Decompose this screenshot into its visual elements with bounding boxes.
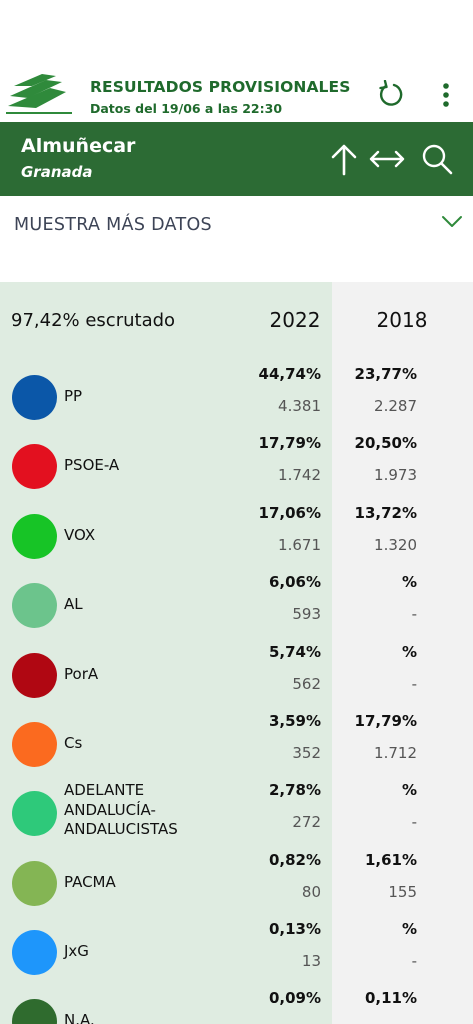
votes-2018: - (411, 813, 417, 831)
arrow-up-icon[interactable] (328, 142, 360, 176)
percentage-2022: 5,74% (268, 643, 321, 661)
votes-2022: 1.671 (278, 536, 321, 554)
percentage-2022: 0,13% (268, 920, 321, 938)
results-table: 97,42% escrutado 2022 2018 PP 44,74% 4.3… (0, 282, 473, 1024)
party-row[interactable]: AL 6,06% 593 % - (0, 573, 473, 642)
scrutiny-percentage: 97,42% escrutado (11, 310, 176, 331)
percentage-2018: % (401, 573, 417, 591)
party-name: AL (64, 595, 83, 613)
party-row[interactable]: N.A. 0,09% 0,11% (0, 989, 473, 1024)
more-data-toggle[interactable]: MUESTRA MÁS DATOS (0, 196, 473, 254)
votes-2018: - (411, 605, 417, 623)
party-name-line: ADELANTE (64, 781, 145, 799)
votes-2022: 13 (301, 952, 321, 970)
votes-2018: 155 (388, 883, 417, 901)
party-color-dot (12, 653, 57, 698)
party-color-dot (12, 514, 57, 559)
app-title: RESULTADOS PROVISIONALES (90, 78, 351, 96)
percentage-2022: 6,06% (268, 573, 321, 591)
party-color-dot (12, 930, 57, 975)
municipality-bar: Almuñecar Granada (0, 122, 473, 196)
party-name: PP (64, 387, 83, 405)
more-vertical-icon[interactable] (436, 80, 456, 110)
percentage-2018: % (401, 920, 417, 938)
party-name: PACMA (64, 873, 116, 891)
party-row[interactable]: PSOE-A 17,79% 1.742 20,50% 1.973 (0, 434, 473, 503)
votes-2022: 593 (292, 605, 321, 623)
votes-2022: 4.381 (278, 397, 321, 415)
percentage-2022: 17,79% (258, 434, 321, 452)
votes-2022: 562 (292, 675, 321, 693)
party-color-dot (12, 375, 57, 420)
percentage-2018: 20,50% (354, 434, 417, 452)
percentage-2022: 0,82% (268, 851, 321, 869)
votes-2022: 80 (301, 883, 321, 901)
year-previous-header: 2018 (376, 308, 428, 332)
chevron-down-icon (442, 216, 462, 227)
party-row[interactable]: PACMA 0,82% 80 1,61% 155 (0, 851, 473, 920)
search-icon[interactable] (420, 142, 454, 176)
junta-andalucia-logo (6, 74, 72, 114)
party-name: PorA (64, 665, 99, 683)
votes-2022: 272 (292, 813, 321, 831)
party-name: PSOE-A (64, 456, 120, 474)
previous-year-column (332, 282, 473, 1024)
party-name: N.A. (64, 1011, 95, 1024)
votes-2018: 1.973 (374, 466, 417, 484)
expand-horizontal-icon[interactable] (369, 146, 405, 172)
votes-2018: 1.320 (374, 536, 417, 554)
party-row[interactable]: VOX 17,06% 1.671 13,72% 1.320 (0, 504, 473, 573)
percentage-2018: 1,61% (364, 851, 417, 869)
percentage-2018: 0,11% (364, 989, 417, 1007)
votes-2018: 1.712 (374, 744, 417, 762)
percentage-2022: 3,59% (268, 712, 321, 730)
data-timestamp: Datos del 19/06 a las 22:30 (90, 101, 283, 116)
percentage-2018: % (401, 781, 417, 799)
party-name: VOX (64, 526, 96, 544)
votes-2022: 1.742 (278, 466, 321, 484)
party-color-dot (12, 999, 57, 1024)
votes-2018: - (411, 952, 417, 970)
spacer (0, 254, 473, 282)
refresh-icon[interactable] (376, 80, 406, 110)
party-color-dot (12, 791, 57, 836)
votes-2018: - (411, 675, 417, 693)
app-header: RESULTADOS PROVISIONALES Datos del 19/06… (0, 64, 473, 122)
party-row[interactable]: ADELANTE ANDALUCÍA- ANDALUCISTAS 2,78% 2… (0, 781, 473, 850)
party-name: Cs (64, 734, 83, 752)
party-color-dot (12, 861, 57, 906)
party-row[interactable]: Cs 3,59% 352 17,79% 1.712 (0, 712, 473, 781)
percentage-2022: 17,06% (258, 504, 321, 522)
percentage-2018: 23,77% (354, 365, 417, 383)
percentage-2022: 2,78% (268, 781, 321, 799)
party-row[interactable]: JxG 0,13% 13 % - (0, 920, 473, 989)
percentage-2018: 13,72% (354, 504, 417, 522)
municipality-name: Almuñecar (21, 135, 136, 157)
party-color-dot (12, 722, 57, 767)
year-current-header: 2022 (269, 308, 321, 332)
percentage-2018: 17,79% (354, 712, 417, 730)
party-row[interactable]: PorA 5,74% 562 % - (0, 643, 473, 712)
percentage-2018: % (401, 643, 417, 661)
percentage-2022: 0,09% (268, 989, 321, 1007)
party-name: JxG (64, 942, 89, 960)
party-color-dot (12, 583, 57, 628)
party-color-dot (12, 444, 57, 489)
party-name-line: ANDALUCÍA- (64, 800, 156, 819)
party-name-line: ANDALUCISTAS (64, 820, 178, 838)
province-name: Granada (21, 163, 93, 181)
votes-2018: 2.287 (374, 397, 417, 415)
percentage-2022: 44,74% (258, 365, 321, 383)
party-name: ADELANTE ANDALUCÍA- ANDALUCISTAS (64, 781, 178, 840)
votes-2022: 352 (292, 744, 321, 762)
more-data-label: MUESTRA MÁS DATOS (14, 215, 212, 235)
party-row[interactable]: PP 44,74% 4.381 23,77% 2.287 (0, 365, 473, 434)
